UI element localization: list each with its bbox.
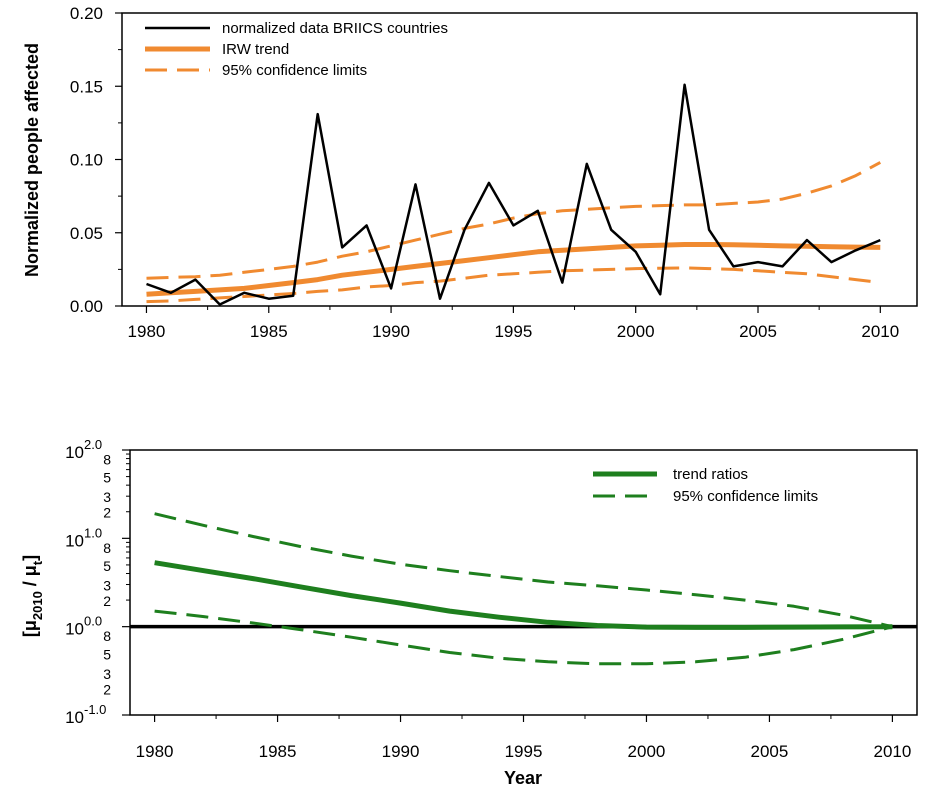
top-series-line-1 <box>146 242 881 297</box>
top-legend-label: IRW trend <box>222 41 289 58</box>
top-legend-label: normalized data BRIICS countries <box>222 20 448 37</box>
top-x-tick-label: 1995 <box>494 322 532 341</box>
bottom-y-minor-tick-label: 3 <box>103 578 111 594</box>
bottom-y-minor-tick-label: 5 <box>103 558 111 574</box>
top-y-tick-label: 0.20 <box>70 4 103 23</box>
top-x-tick-label: 1980 <box>128 322 166 341</box>
bottom-y-minor-tick-label: 3 <box>103 489 111 505</box>
top-series-line-0 <box>146 83 881 306</box>
top-x-tick-label: 1990 <box>372 322 410 341</box>
bottom-x-tick-label: 1990 <box>382 742 420 761</box>
top-x-tick-label: 2010 <box>861 322 899 341</box>
bottom-y-minor-tick-label: 3 <box>103 666 111 682</box>
bottom-x-tick-label: 2005 <box>751 742 789 761</box>
top-y-tick-label: 0.05 <box>70 224 103 243</box>
bottom-y-tick-label-base: 10 <box>65 443 84 462</box>
bottom-y-minor-tick-label: 5 <box>103 646 111 662</box>
bottom-y-minor-tick-label: 2 <box>103 593 111 609</box>
top-y-tick-label: 0.10 <box>70 151 103 170</box>
top-y-axis: 0.00 0.05 0.10 0.15 0.20 <box>70 4 122 316</box>
bottom-y-tick-label-base: 10 <box>65 531 84 550</box>
top-x-tick-label: 2005 <box>739 322 777 341</box>
bottom-y-minor-tick-label: 5 <box>103 470 111 486</box>
bottom-y-tick-label-base: 10 <box>65 708 84 727</box>
bottom-y-minor-tick-label: 2 <box>103 505 111 521</box>
bottom-plot-series <box>130 512 917 666</box>
bottom-x-tick-label: 1980 <box>136 742 174 761</box>
bottom-x-tick-label: 2010 <box>873 742 911 761</box>
ylabel-mid: / μ <box>20 565 40 591</box>
ylabel-sub-t: t <box>30 560 45 565</box>
bottom-x-tick-label: 1985 <box>259 742 297 761</box>
top-plot-series <box>146 83 882 306</box>
bottom-y-tick-label-exponent: 0.0 <box>84 614 102 629</box>
bottom-series-line-0 <box>154 560 893 630</box>
bottom-legend: trend ratios 95% confidence limits <box>593 466 818 505</box>
ylabel-sub-2010: 2010 <box>30 591 45 620</box>
top-x-tick-label: 1985 <box>250 322 288 341</box>
bottom-x-tick-label: 2000 <box>628 742 666 761</box>
top-chart: 1980 1985 1990 1995 2000 2005 2010 0.00 0.05 0.1… <box>22 4 918 341</box>
bottom-y-minor-tick-label: 2 <box>103 681 111 697</box>
bottom-y-minor-tick-label: 8 <box>103 452 111 468</box>
top-series-line-2 <box>146 161 882 280</box>
bottom-chart: 1980 1985 1990 1995 2000 2005 2010 10 2.010 1.01… <box>20 437 918 788</box>
top-series-line-3 <box>146 266 881 304</box>
bottom-legend-label: 95% confidence limits <box>673 488 818 505</box>
bottom-series-line-2 <box>154 609 893 666</box>
ylabel-close: ] <box>20 555 40 561</box>
bottom-x-tick-label: 1995 <box>505 742 543 761</box>
bottom-x-axis-title: Year <box>504 768 542 788</box>
bottom-y-axis-title: [μ2010 / μt] <box>20 555 45 637</box>
bottom-y-tick-label-base: 10 <box>65 620 84 639</box>
top-y-tick-label: 0.00 <box>70 297 103 316</box>
ylabel-open: [μ <box>20 620 40 637</box>
bottom-legend-label: trend ratios <box>673 466 748 483</box>
top-y-tick-label: 0.15 <box>70 77 103 96</box>
bottom-y-tick-label-exponent: 1.0 <box>84 525 102 540</box>
bottom-series-line-1 <box>154 512 893 629</box>
top-legend-label: 95% confidence limits <box>222 62 367 79</box>
top-x-tick-label: 2000 <box>617 322 655 341</box>
bottom-x-axis: 1980 1985 1990 1995 2000 2005 2010 <box>136 715 911 761</box>
bottom-y-tick-label-exponent: 2.0 <box>84 437 102 452</box>
bottom-y-minor-tick-label: 8 <box>103 628 111 644</box>
top-y-axis-title: Normalized people affected <box>22 43 42 277</box>
top-x-axis: 1980 1985 1990 1995 2000 2005 2010 <box>128 306 899 341</box>
top-legend: normalized data BRIICS countries IRW tren… <box>145 20 448 79</box>
bottom-y-minor-tick-label: 8 <box>103 540 111 556</box>
bottom-y-tick-label-exponent: -1.0 <box>84 702 106 717</box>
